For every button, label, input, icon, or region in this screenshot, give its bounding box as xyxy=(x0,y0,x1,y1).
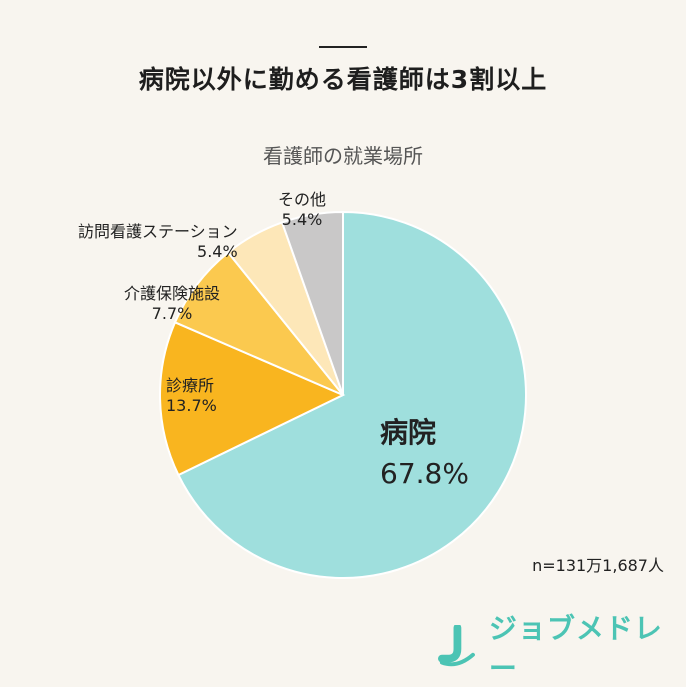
slice-value: 5.4% xyxy=(281,210,323,229)
chart-title: 看護師の就業場所 xyxy=(263,144,423,168)
slice-value: 13.7% xyxy=(166,396,217,415)
brand-logo: ジョブメドレー xyxy=(438,612,686,685)
slice-name: 訪問看護ステーション xyxy=(78,222,238,241)
jobmedley-logo-icon xyxy=(438,625,475,667)
slice-label-other: その他 5.4% xyxy=(278,190,326,230)
main-title: 病院以外に勤める看護師は3割以上 xyxy=(138,65,548,94)
slice-label-hospital: 病院 67.8% xyxy=(380,415,469,491)
slice-name: 診療所 xyxy=(166,376,215,395)
brand-name: ジョブメドレー xyxy=(488,612,663,685)
slice-label-clinic: 診療所 13.7% xyxy=(166,376,217,416)
slice-label-care-facility: 介護保険施設 7.7% xyxy=(124,284,220,324)
slice-name: 介護保険施設 xyxy=(124,284,221,303)
slice-value: 7.7% xyxy=(151,304,193,323)
title-rule xyxy=(319,46,367,48)
slice-label-home-visit: 訪問看護ステーション 5.4% xyxy=(78,222,238,262)
slice-name: その他 xyxy=(278,190,327,209)
slice-name: 病院 xyxy=(380,416,437,449)
slice-value: 67.8% xyxy=(380,457,469,490)
pie-slice-1 xyxy=(159,321,346,477)
pie-slice-4 xyxy=(280,210,344,396)
pie-slice-0 xyxy=(177,210,527,579)
sample-size-note: n=131万1,687人 xyxy=(532,556,664,575)
slice-value: 5.4% xyxy=(197,242,238,261)
